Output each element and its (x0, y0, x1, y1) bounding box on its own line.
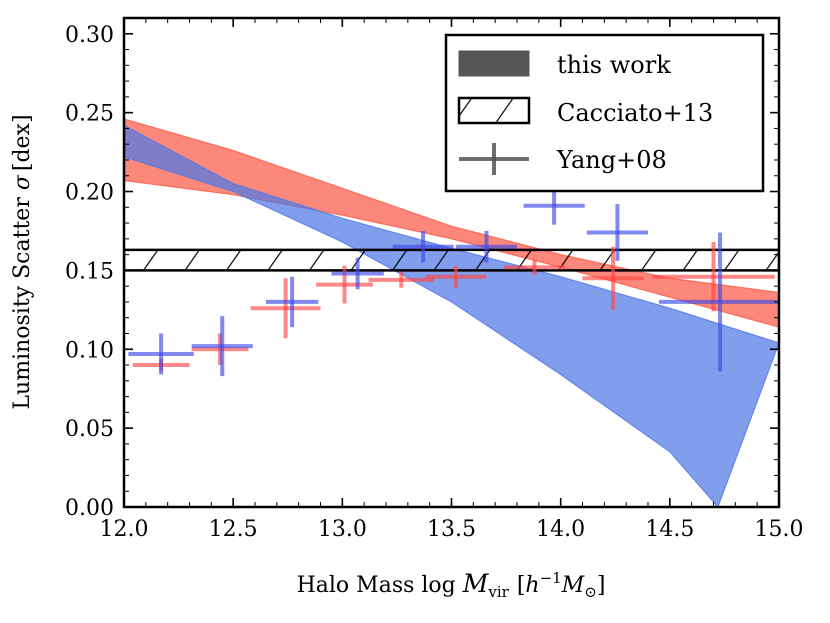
x-tick-label: 13.5 (427, 517, 476, 542)
blue-points-point (523, 186, 585, 225)
x-tick-label: 12.5 (209, 517, 258, 542)
x-axis-label-sub: vir (487, 583, 509, 601)
blue-points-point (658, 232, 779, 372)
blue-points (128, 186, 779, 377)
x-axis-label-pre: Halo Mass log (297, 573, 463, 598)
legend-swatch-this-work (458, 50, 530, 77)
red-points-point (425, 265, 487, 288)
x-tick-label: 12.0 (100, 517, 149, 542)
legend-swatch-cacciato (457, 96, 531, 125)
x-tick-label: 14.0 (536, 517, 585, 542)
blue-points-point (331, 257, 384, 290)
y-tick-label: 0.00 (65, 496, 114, 521)
legend-label-this-work: this work (557, 51, 671, 79)
y-tick-label: 0.30 (65, 23, 114, 48)
y-axis-label-sigma: σ (10, 174, 35, 190)
x-axis-label-unit-exp: −1 (540, 569, 562, 587)
y-axis-label-unit: [dex] (10, 114, 35, 171)
x-axis-label-unit-m: M (561, 573, 585, 598)
x-tick-label: 14.5 (645, 517, 694, 542)
red-points-point (250, 278, 321, 339)
y-tick-label: 0.25 (65, 102, 114, 127)
blue-points-point (265, 276, 319, 328)
blue-points-point (191, 316, 253, 377)
legend-label-cacciato: Cacciato+13 (557, 99, 713, 127)
y-tick-label: 0.05 (65, 417, 114, 442)
plot-area (124, 118, 779, 507)
red-points-point (582, 246, 644, 310)
x-axis-label: Halo Mass log Mvir [h−1M⊙] (297, 569, 606, 601)
x-axis-label-var: M (462, 569, 490, 598)
x-axis-label-unit-open: [ (517, 573, 526, 598)
red-points-point (652, 241, 775, 312)
y-axis-label: Luminosity Scatter σ [dex] (10, 114, 35, 409)
y-tick-label: 0.15 (65, 259, 114, 284)
blue-points-point (128, 333, 194, 375)
red-points-point (191, 333, 249, 366)
y-axis-label-pre: Luminosity Scatter (10, 190, 35, 409)
x-tick-label: 15.0 (755, 517, 804, 542)
y-tick-label: 0.20 (65, 181, 114, 206)
legend-label-yang: Yang+08 (556, 146, 667, 174)
blue-points-point (455, 230, 517, 263)
x-axis-label-unit-close: ] (597, 573, 606, 598)
band-blue (124, 124, 779, 507)
blue-points-point (586, 204, 648, 261)
blue-points-point (392, 230, 454, 263)
axis-ticks: 12.0 12.5 13.0 13.5 14.0 14.5 15.0 0.00 0.05 0.10… (65, 17, 804, 542)
cacciato-band (124, 248, 779, 272)
x-axis-label-unit-h: h (525, 573, 539, 598)
x-axis-label-unit-sun: ⊙ (584, 583, 597, 601)
x-tick-label: 13.0 (318, 517, 367, 542)
red-points-point (503, 259, 566, 276)
y-tick-label: 0.10 (65, 338, 114, 363)
legend: this work Cacciato+13 Yang+08 (444, 33, 765, 193)
red-points-point (368, 271, 435, 288)
